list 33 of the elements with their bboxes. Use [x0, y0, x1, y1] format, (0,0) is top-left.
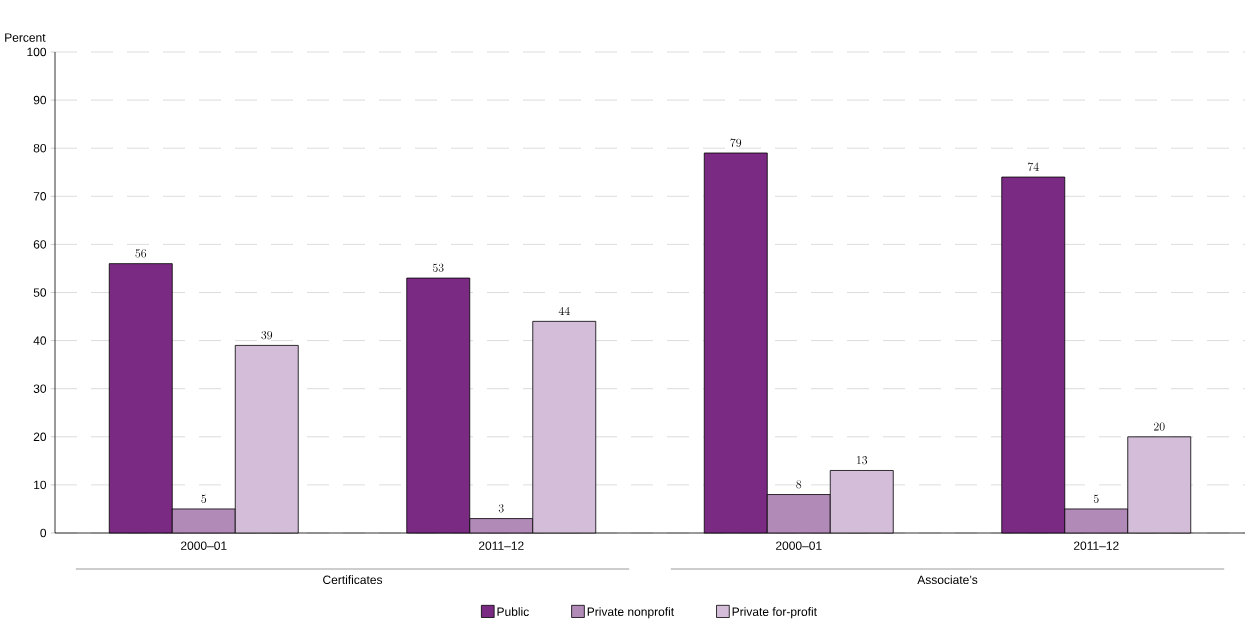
data-label: 13	[857, 456, 868, 465]
data-label: 39	[261, 331, 273, 340]
data-label: 44	[558, 306, 570, 315]
y-tick-label: 70	[33, 192, 47, 201]
x-tick-label: 2011–12	[1073, 541, 1119, 550]
text: Certificates	[323, 575, 383, 585]
legend-label: Public	[497, 607, 529, 616]
legend-label: Private for-profit	[732, 607, 817, 619]
y-tick-label: 30	[33, 384, 47, 393]
data-label: 53	[432, 263, 444, 272]
legend-label: Private nonprofit	[587, 607, 675, 619]
y-tick-label: 20	[33, 432, 47, 442]
y-tick-label: 90	[33, 95, 47, 105]
y-tick-label: 10	[34, 480, 47, 490]
data-label: 56	[135, 249, 147, 258]
x-tick-label: 2000–01	[181, 541, 227, 550]
text: Associate’s	[917, 575, 978, 585]
y-tick-label: 0	[40, 528, 47, 538]
y-tick-label: 100	[27, 47, 47, 57]
x-tick-label: 2000–01	[776, 541, 822, 550]
y-tick-label: 50	[33, 288, 47, 297]
data-label: 74	[1028, 162, 1039, 171]
data-label: 79	[730, 138, 742, 147]
y-tick-label: 40	[33, 336, 47, 345]
y-tick-label: 80	[33, 143, 47, 153]
y-axis-title: Percent	[5, 33, 46, 42]
y-tick-label: 60	[33, 240, 47, 249]
data-label: 8	[796, 480, 802, 489]
data-label: 20	[1153, 422, 1165, 431]
data-label: 5	[201, 494, 207, 503]
data-label: 5	[1093, 494, 1099, 503]
x-tick-label: 2011–12	[478, 541, 524, 550]
data-label: 3	[498, 504, 504, 513]
